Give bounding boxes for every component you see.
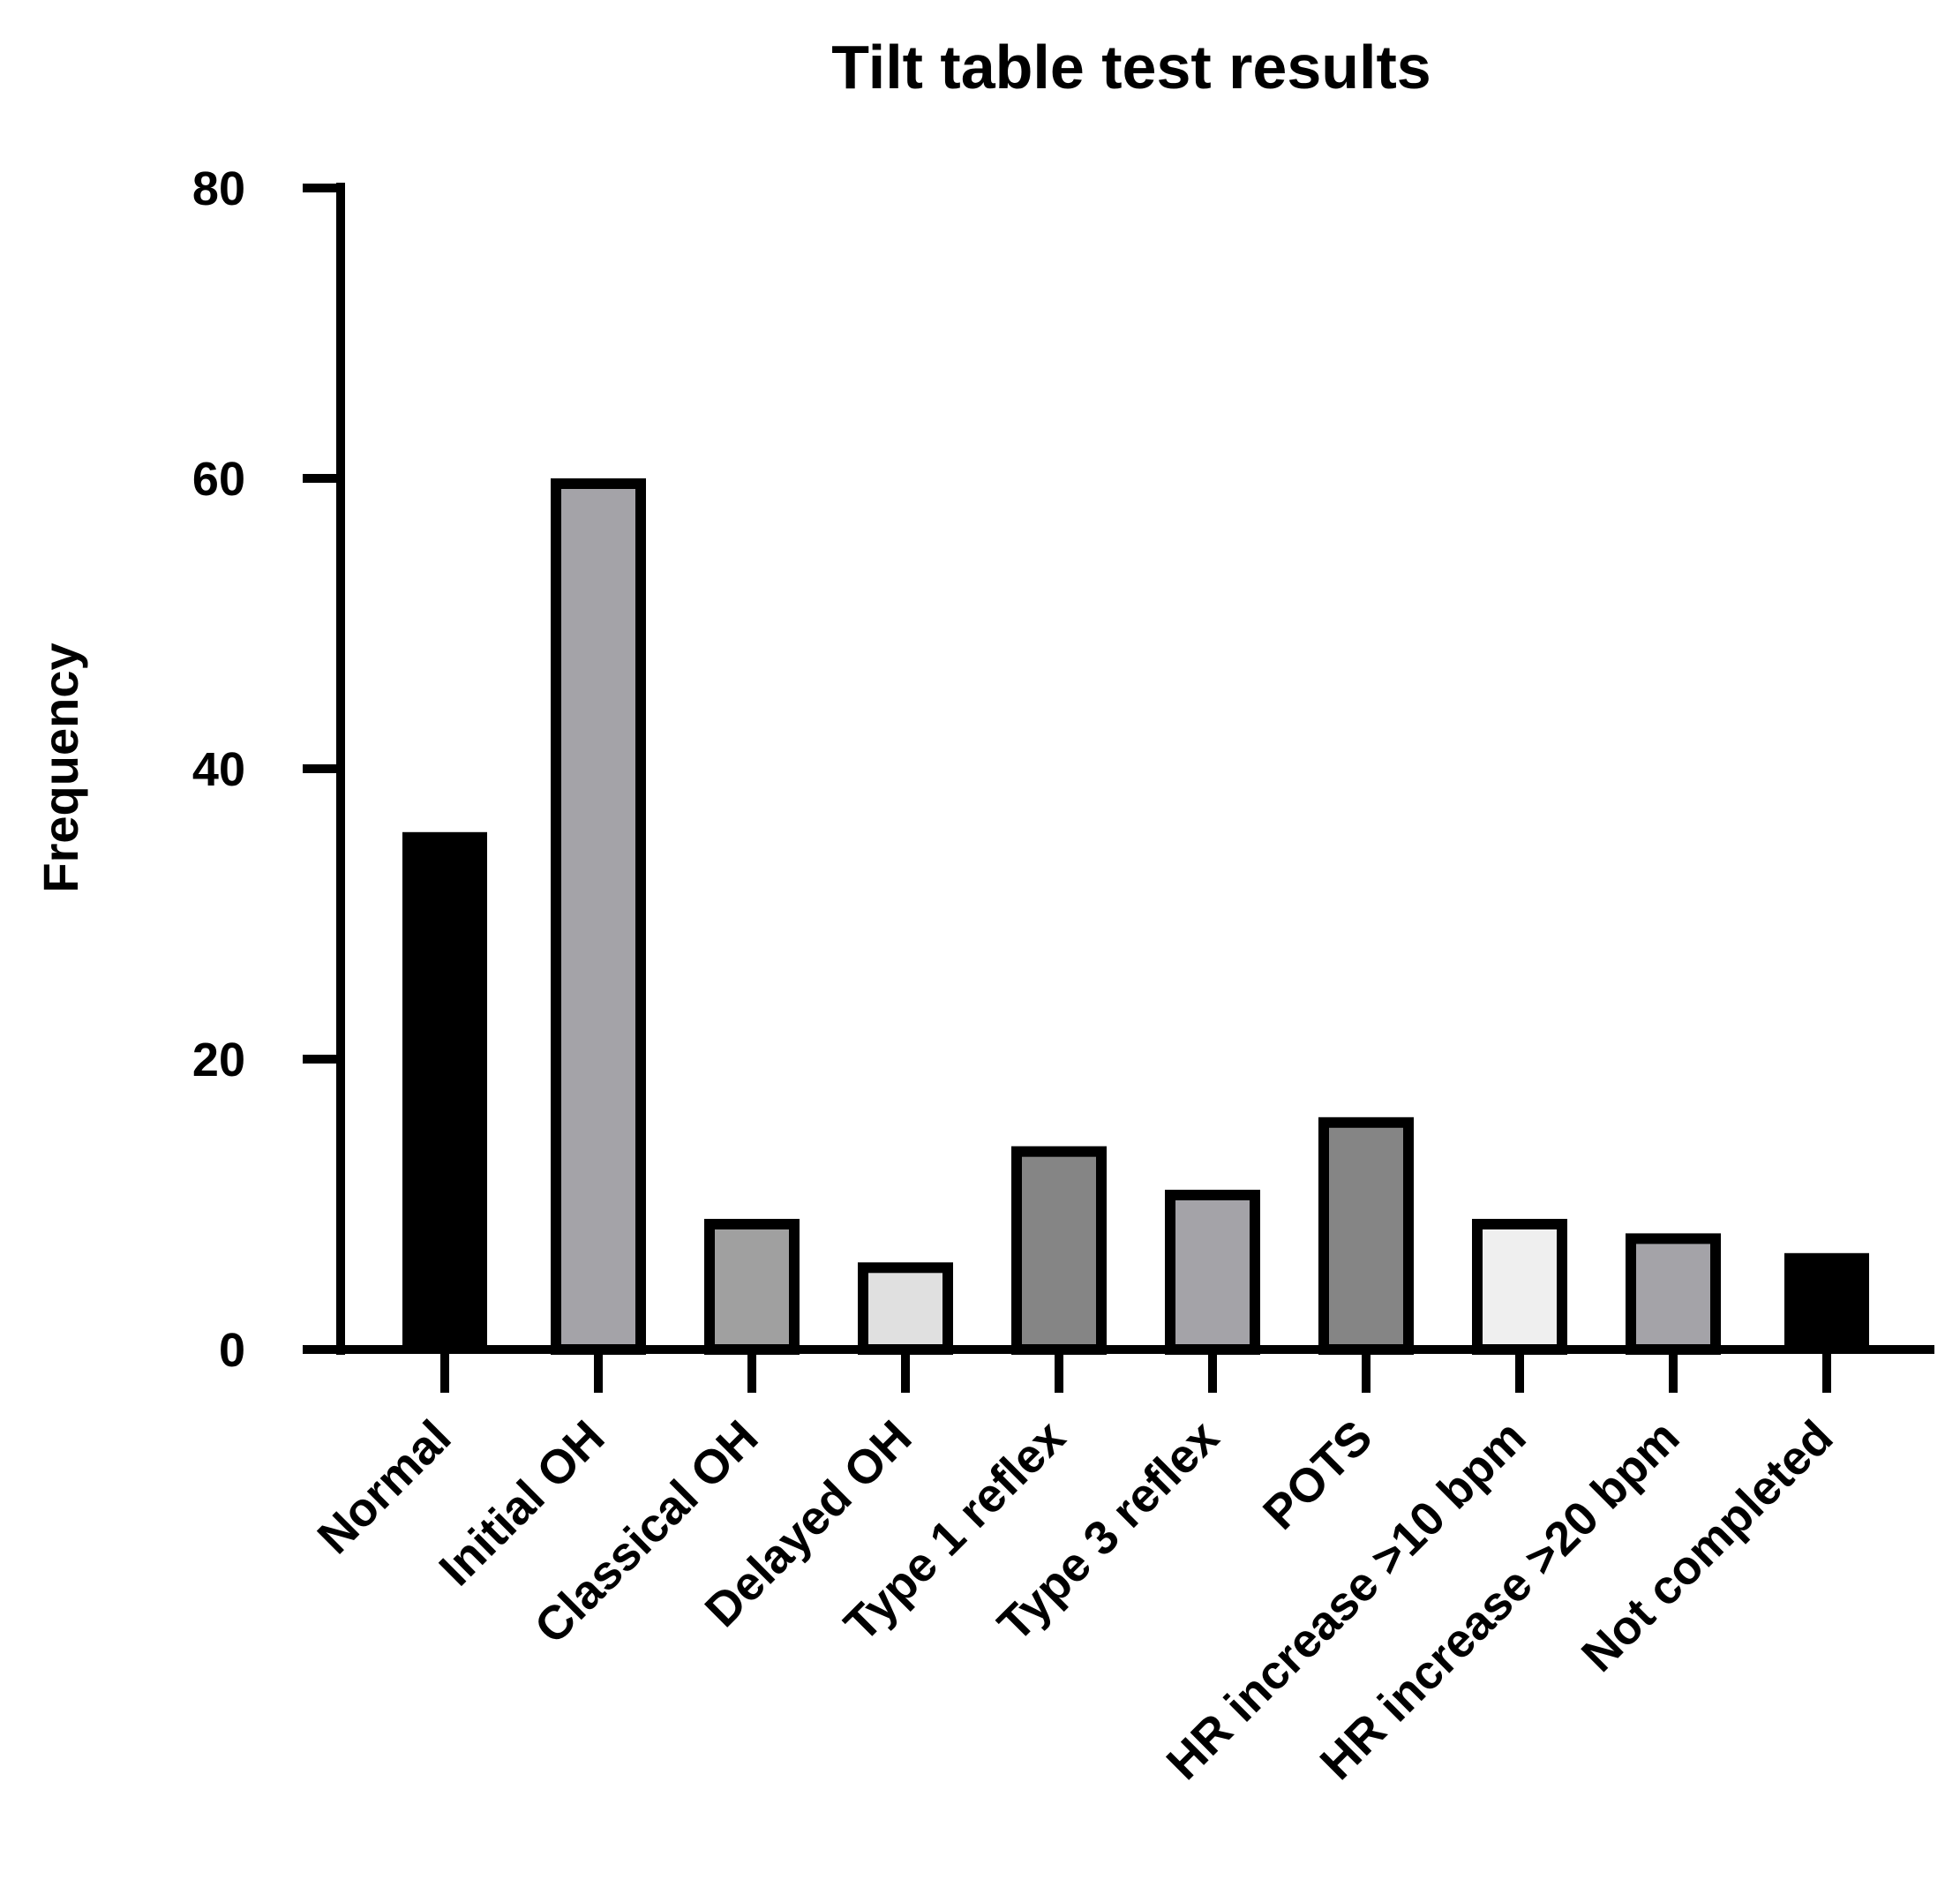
x-tick-label: POTS	[1253, 1410, 1382, 1539]
bars-group	[402, 478, 1869, 1356]
bar-type-1-reflex	[1011, 1146, 1107, 1355]
bar-hr-increase-20-bpm	[1626, 1233, 1721, 1356]
y-ticks-group: 0 20 40 60 80	[192, 162, 341, 1377]
bar-not-completed	[1784, 1252, 1869, 1349]
y-tick-label: 20	[192, 1034, 245, 1086]
y-tick-label: 60	[192, 453, 245, 506]
bar-classical-oh	[704, 1219, 800, 1355]
bar-hr-increase-10-bpm	[1472, 1219, 1567, 1355]
bar-delayed-oh	[858, 1262, 953, 1356]
chart-title: Tilt table test results	[831, 33, 1431, 101]
y-axis-label: Frequency	[33, 643, 88, 892]
bar-normal	[402, 831, 487, 1349]
bar-type-3-reflex	[1165, 1190, 1260, 1355]
axes-group	[303, 183, 1934, 1355]
y-tick-label: 0	[219, 1324, 245, 1377]
x-tick-label: Normal	[308, 1410, 462, 1564]
bar-initial-oh	[551, 478, 646, 1355]
y-tick-label: 80	[192, 162, 245, 215]
bar-pots	[1318, 1116, 1414, 1356]
y-tick-label: 40	[192, 743, 245, 796]
